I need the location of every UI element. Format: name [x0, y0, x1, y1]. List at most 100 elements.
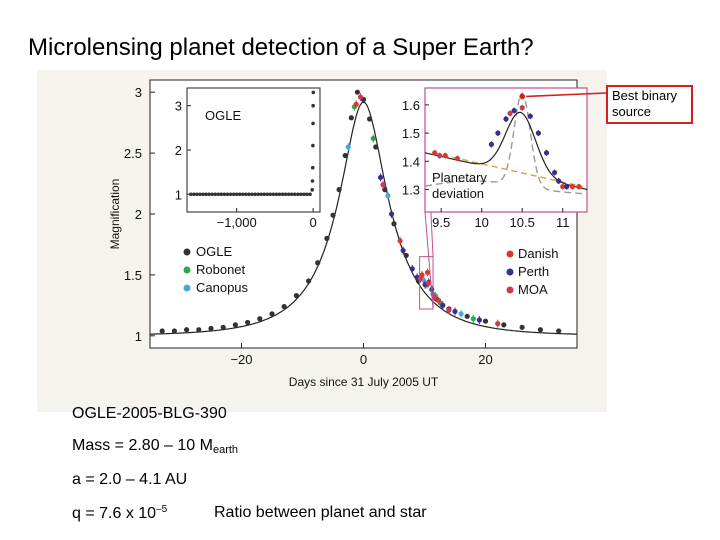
ogle-rise-point [311, 103, 315, 108]
legend-marker [506, 286, 514, 294]
ogle-point [403, 252, 409, 259]
perth-inset-point [564, 184, 570, 190]
deviation-label-line1: Planetary [432, 170, 487, 185]
ogle-point [324, 235, 330, 241]
danish-inset-point [454, 155, 460, 162]
x-tick-label: 9.5 [432, 215, 450, 230]
ogle-point [382, 187, 388, 193]
ogle-baseline-point [237, 192, 242, 197]
ogle-point [537, 327, 543, 333]
moa-point [357, 94, 364, 100]
binary-source-model [424, 92, 588, 195]
ogle-point [342, 152, 348, 159]
ogle-baseline-point [216, 192, 221, 197]
mass-ratio-description: Ratio between planet and star [214, 504, 427, 521]
perth-inset-point [503, 116, 509, 122]
ogle-baseline-point [274, 192, 279, 197]
ogle-baseline-point [219, 192, 224, 197]
ogle-point [245, 319, 251, 326]
x-tick-label: 10.5 [510, 215, 535, 230]
danish-inset-point [442, 153, 448, 159]
x-tick-label: 0 [310, 215, 317, 230]
danish-inset-point [569, 184, 576, 190]
ogle-point [391, 221, 397, 227]
ogle-baseline-point [250, 192, 254, 197]
ogle-baseline-point [198, 192, 202, 197]
legend-label: Canopus [196, 280, 249, 295]
ogle-rise-point [311, 90, 316, 95]
moa-inset-point [519, 105, 525, 111]
ogle-point [171, 328, 177, 334]
y-tick-label: 1 [135, 329, 142, 344]
perth-inset-point [488, 141, 495, 147]
moa-point [380, 182, 386, 188]
ogle-baseline-point [234, 192, 239, 197]
moa-point [446, 307, 452, 313]
y-tick-label: 2 [175, 143, 182, 158]
planetary-deviation-inset: 9.5 10 10.5 11 1.3 1.4 1.5 1.6 Planetarydeviatio… [402, 87, 607, 310]
perth-point [377, 174, 384, 181]
ogle-baseline-point [225, 192, 230, 197]
robonet-point [470, 316, 476, 322]
ogle-baseline-point [201, 192, 205, 197]
ogle-baseline-point [244, 192, 248, 197]
y-axis-label: Magnification [108, 179, 122, 250]
ogle-baseline-point [207, 192, 211, 197]
perth-inset-point [535, 130, 541, 136]
danish-point [435, 297, 442, 304]
x-tick-label: 0 [360, 352, 367, 367]
ogle-point [501, 322, 507, 328]
ogle-point [519, 324, 525, 330]
slide-title: Microlensing planet detection of a Super… [28, 34, 534, 61]
perth-point [476, 317, 482, 323]
y-tick-label: 1.3 [402, 182, 420, 197]
legend-marker [506, 250, 514, 258]
best-binary-source-callout: Best binary source [606, 85, 693, 124]
ogle-rise-point [310, 188, 315, 192]
ogle-rise-point [310, 165, 315, 170]
legend-label: OGLE [196, 244, 232, 259]
x-tick-label: −20 [230, 352, 252, 367]
q-exponent: –5 [156, 504, 168, 515]
ogle-inset-plot: OGLE −1,000 0 1 2 3 [175, 87, 321, 230]
mass-line: Mass = 2.80 – 10 Mearth [72, 437, 238, 456]
ogle-baseline-point [195, 192, 199, 197]
y-tick-label: 1 [175, 187, 182, 202]
ogle-point [232, 322, 238, 328]
ogle-point [315, 260, 321, 266]
canopus-point [345, 144, 351, 150]
ogle-baseline-point [262, 192, 267, 197]
y-tick-label: 1.5 [124, 268, 142, 283]
ogle-point [220, 324, 226, 330]
ogle-baseline-point [189, 192, 193, 197]
ogle-baseline-point [302, 192, 306, 197]
mass-subscript: earth [212, 444, 239, 456]
legend-marker [506, 268, 514, 276]
ogle-point [196, 327, 202, 333]
ogle-baseline-point [268, 192, 273, 197]
y-tick-label: 1.5 [402, 126, 420, 141]
ogle-rise-point [310, 179, 315, 183]
model-curve [149, 101, 578, 335]
deviation-label-line2: deviation [432, 186, 484, 201]
legend-label: Robonet [196, 262, 246, 277]
moa-inset-point [436, 153, 443, 159]
ogle-baseline-point [210, 192, 215, 197]
ogle-point [293, 293, 299, 299]
perth-point [409, 266, 415, 272]
perth-inset-point [511, 107, 517, 114]
danish-point [424, 269, 431, 276]
ogle-baseline-point [271, 192, 276, 197]
perth-inset-point [527, 113, 533, 119]
x-tick-label: 20 [478, 352, 492, 367]
perth-point [400, 247, 406, 254]
legend-marker [183, 266, 191, 274]
y-tick-label: 1.6 [402, 98, 420, 113]
ogle-point [556, 328, 562, 334]
ogle-baseline-point [192, 192, 196, 197]
legend-label: Perth [518, 264, 549, 279]
ogle-point [464, 313, 470, 319]
legend-label: Danish [518, 246, 558, 261]
robonet-point [370, 135, 376, 142]
